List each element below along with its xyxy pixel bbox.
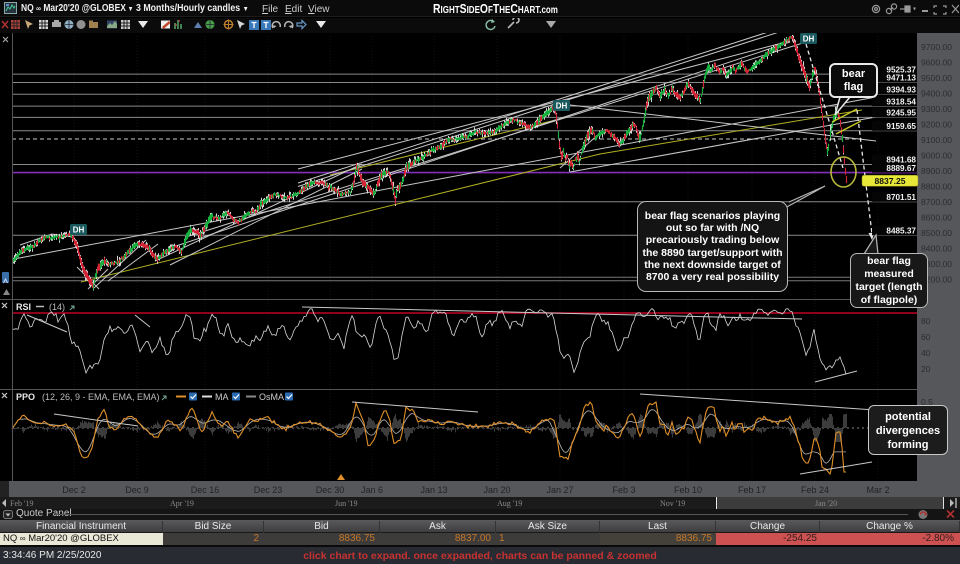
svg-text:0.5: 0.5	[921, 397, 933, 407]
svg-text:8900.00: 8900.00	[921, 166, 952, 176]
svg-text:9000.00: 9000.00	[921, 151, 952, 161]
svg-text:8837.25: 8837.25	[874, 176, 905, 186]
svg-text:PPO: PPO	[16, 392, 35, 402]
svg-text:8500.00: 8500.00	[921, 228, 952, 238]
svg-text:Mar 2: Mar 2	[866, 485, 889, 495]
svg-text:8300.00: 8300.00	[921, 259, 952, 269]
svg-text:9500.00: 9500.00	[921, 73, 952, 83]
svg-text:OsMA: OsMA	[259, 392, 284, 402]
svg-text:8701.51: 8701.51	[886, 193, 916, 202]
svg-text:Jan 6: Jan 6	[361, 485, 383, 495]
svg-text:(14): (14)	[49, 302, 65, 312]
svg-text:60: 60	[921, 332, 931, 342]
svg-text:DH: DH	[803, 35, 815, 44]
svg-text:9471.13: 9471.13	[886, 74, 916, 83]
svg-text:Dec 16: Dec 16	[191, 485, 220, 495]
svg-text:9300.00: 9300.00	[921, 104, 952, 114]
svg-text:80: 80	[921, 316, 931, 326]
svg-text:Feb 24: Feb 24	[801, 485, 829, 495]
svg-text:9318.54: 9318.54	[886, 97, 916, 106]
svg-text:Dec 2: Dec 2	[62, 485, 86, 495]
svg-text:Feb 17: Feb 17	[738, 485, 766, 495]
svg-text:9200.00: 9200.00	[921, 120, 952, 130]
svg-text:Feb 10: Feb 10	[674, 485, 702, 495]
svg-text:Dec 30: Dec 30	[316, 485, 345, 495]
svg-text:8941.68: 8941.68	[886, 156, 916, 165]
svg-text:Dec 23: Dec 23	[254, 485, 283, 495]
svg-text:9600.00: 9600.00	[921, 58, 952, 68]
svg-text:9700.00: 9700.00	[921, 42, 952, 52]
svg-text:9400.00: 9400.00	[921, 89, 952, 99]
svg-text:(12, 26, 9 - EMA, EMA, EMA): (12, 26, 9 - EMA, EMA, EMA)	[42, 392, 160, 402]
svg-text:8200.00: 8200.00	[921, 275, 952, 285]
svg-text:9394.93: 9394.93	[886, 86, 916, 95]
svg-text:DH: DH	[556, 102, 568, 111]
svg-text:9100.00: 9100.00	[921, 135, 952, 145]
svg-text:Jan 27: Jan 27	[546, 485, 573, 495]
svg-text:Feb 3: Feb 3	[612, 485, 635, 495]
svg-text:RSI: RSI	[16, 302, 31, 312]
svg-text:9525.37: 9525.37	[886, 65, 916, 74]
svg-text:DH: DH	[73, 226, 85, 235]
svg-text:8485.37: 8485.37	[886, 227, 916, 236]
svg-text:MA: MA	[215, 392, 229, 402]
svg-text:8889.67: 8889.67	[886, 164, 916, 173]
svg-text:Jan 13: Jan 13	[420, 485, 447, 495]
svg-text:Dec 9: Dec 9	[125, 485, 149, 495]
svg-text:20: 20	[921, 364, 931, 374]
svg-text:8600.00: 8600.00	[921, 213, 952, 223]
svg-text:9245.95: 9245.95	[886, 109, 916, 118]
svg-text:8400.00: 8400.00	[921, 244, 952, 254]
svg-text:9159.65: 9159.65	[886, 122, 916, 131]
svg-text:Jan 20: Jan 20	[483, 485, 510, 495]
svg-text:40: 40	[921, 348, 931, 358]
svg-text:8700.00: 8700.00	[921, 197, 952, 207]
svg-text:8800.00: 8800.00	[921, 182, 952, 192]
